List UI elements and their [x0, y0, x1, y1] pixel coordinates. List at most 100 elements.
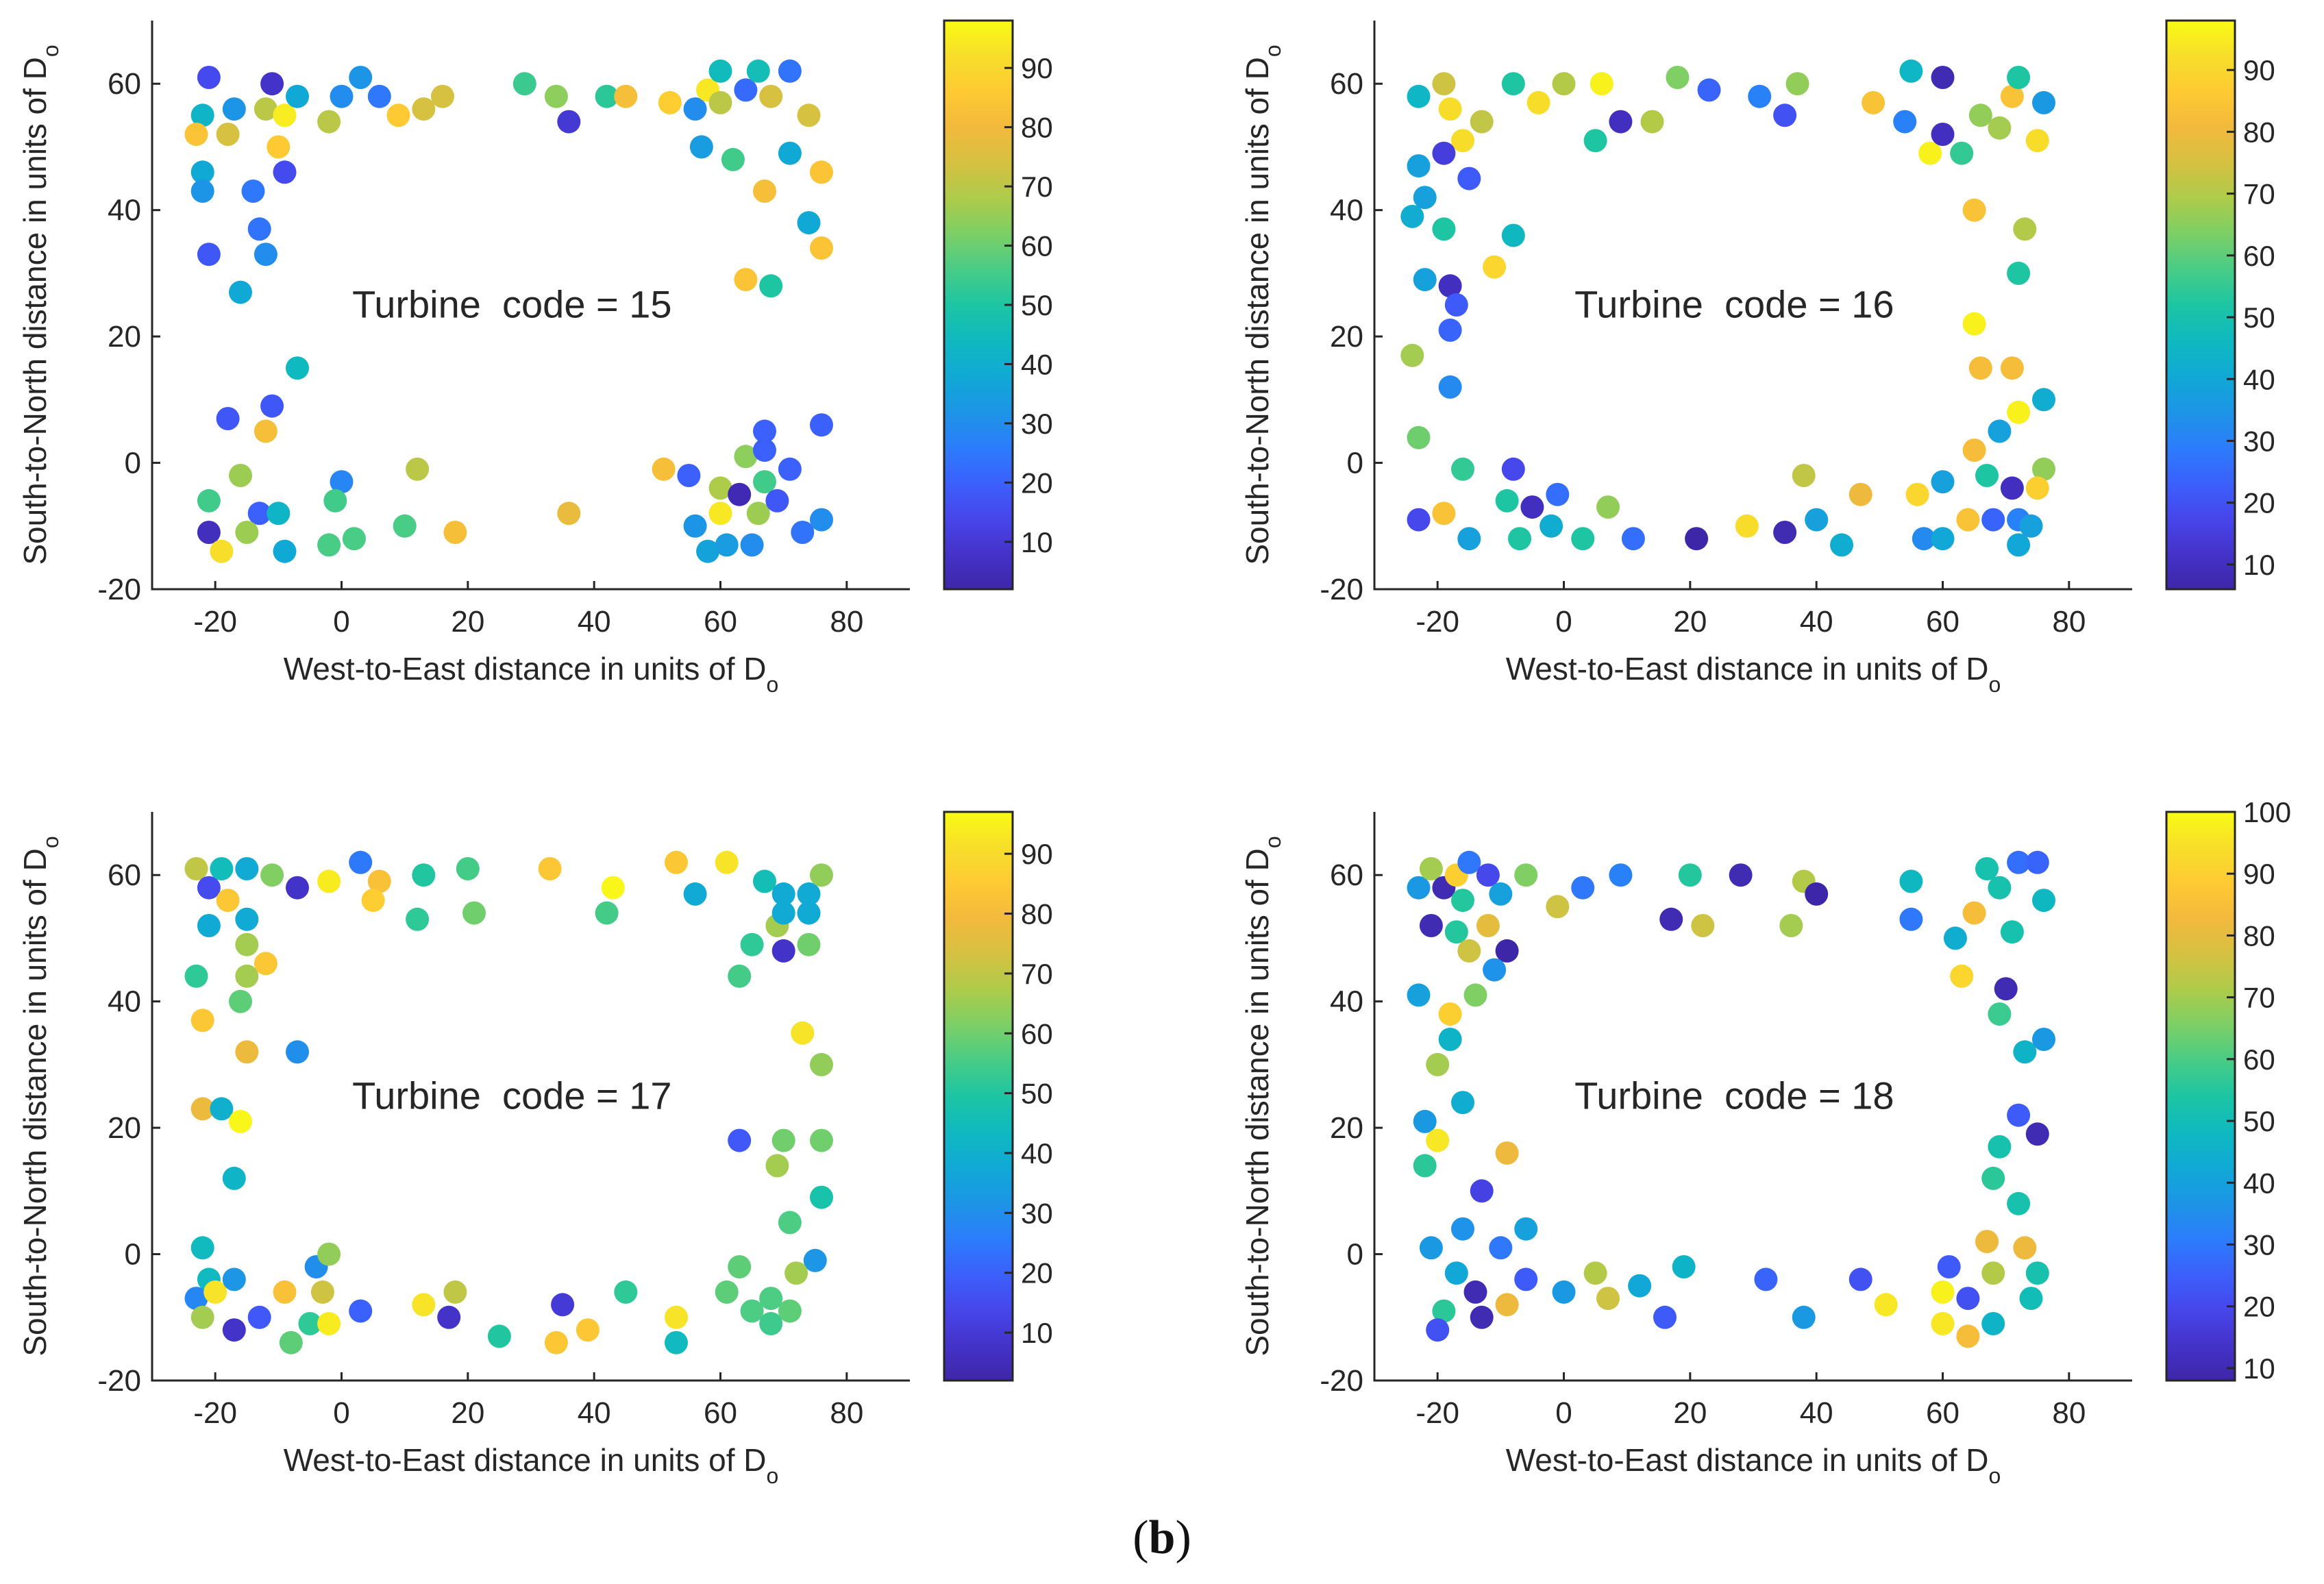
data-point: [771, 939, 795, 963]
x-axis-label: West-to-East distance in units of Do: [1506, 651, 2001, 697]
data-point: [715, 533, 739, 557]
y-tick-label: 40: [108, 194, 141, 227]
colorbar-tick-label: 40: [1021, 348, 1053, 380]
data-point: [1640, 110, 1664, 134]
data-point: [1962, 198, 1986, 222]
colorbar-tick-label: 70: [2243, 178, 2275, 210]
data-point: [689, 135, 713, 159]
data-point: [1805, 508, 1829, 532]
data-point: [1413, 186, 1437, 210]
colorbar-tick-label: 10: [1021, 1317, 1053, 1349]
data-point: [1483, 958, 1507, 982]
data-point: [443, 1280, 467, 1304]
data-point: [317, 533, 341, 557]
x-tick-label: 60: [704, 605, 737, 639]
y-axis-label: South-to-North distance in units of Do: [17, 45, 63, 565]
data-point: [2032, 1028, 2055, 1051]
data-point: [1457, 527, 1481, 551]
data-point: [1451, 129, 1474, 153]
colorbar-tick-label: 60: [2243, 240, 2275, 272]
colorbar-tick-label: 70: [1021, 171, 1053, 203]
colorbar-tick-label: 60: [1021, 230, 1053, 262]
data-point: [1918, 141, 1942, 165]
data-point: [241, 180, 265, 203]
data-point: [728, 1128, 752, 1152]
data-point: [1438, 97, 1462, 121]
colorbar-tick-label: 90: [1021, 838, 1053, 870]
x-tick-label: 40: [578, 1396, 611, 1430]
data-point: [759, 84, 783, 108]
data-point: [771, 901, 795, 925]
data-point: [2007, 1103, 2031, 1127]
data-point: [412, 1293, 436, 1317]
x-tick-label: 40: [578, 605, 611, 639]
colorbar-tick-label: 80: [2243, 919, 2275, 952]
data-point: [1659, 907, 1683, 931]
data-point: [544, 84, 568, 108]
turbine-code-annotation: Turbine code = 15: [352, 282, 671, 325]
data-point: [1489, 882, 1513, 906]
data-point: [273, 539, 297, 563]
data-point: [557, 502, 581, 525]
data-point: [279, 1331, 303, 1354]
data-point: [1407, 84, 1431, 108]
scatter-panel-1: -20 0 20 40 60 80 -20 0 20 40 60 West-to-East dista…: [17, 19, 1053, 697]
data-point: [190, 1305, 214, 1329]
data-point: [1697, 78, 1721, 102]
data-point: [190, 1097, 214, 1121]
y-tick-label: 0: [1347, 447, 1363, 480]
data-point: [286, 356, 309, 380]
data-point: [1981, 1312, 2005, 1335]
data-point: [443, 521, 467, 544]
data-point: [310, 1280, 334, 1304]
data-point: [1773, 103, 1797, 127]
data-point: [349, 66, 373, 89]
colorbar-tick-label: 10: [2243, 1352, 2275, 1385]
data-point: [386, 103, 410, 127]
data-point: [229, 280, 252, 304]
data-point: [1994, 977, 2018, 1001]
data-point: [708, 476, 732, 500]
data-point: [791, 521, 815, 544]
data-point: [2007, 850, 2031, 874]
data-points: [184, 59, 833, 563]
data-point: [1968, 356, 1992, 380]
data-point: [222, 1318, 246, 1342]
data-point: [1476, 914, 1500, 937]
data-point: [1754, 1267, 1778, 1291]
data-point: [235, 932, 259, 956]
data-point: [317, 110, 341, 134]
data-point: [1489, 1236, 1513, 1260]
data-point: [665, 1331, 688, 1354]
data-point: [512, 72, 536, 96]
data-point: [317, 1242, 341, 1266]
data-point: [1981, 508, 2005, 532]
data-point: [778, 1299, 802, 1323]
data-point: [1495, 488, 1519, 512]
x-tick-label: -20: [193, 605, 237, 639]
data-point: [1470, 110, 1494, 134]
data-point: [1931, 1312, 1955, 1335]
data-point: [740, 932, 764, 956]
x-axis-label: West-to-East distance in units of Do: [284, 651, 779, 697]
data-point: [658, 90, 682, 114]
data-point: [1451, 889, 1474, 913]
data-point: [2025, 1261, 2049, 1285]
data-point: [317, 1312, 341, 1335]
data-point: [229, 1109, 252, 1133]
data-point: [393, 514, 417, 538]
data-point: [1508, 527, 1531, 551]
data-point: [665, 850, 688, 874]
data-point: [1950, 964, 1974, 988]
colorbar-gradient: [2166, 812, 2235, 1381]
data-point: [1899, 907, 1923, 931]
data-point: [222, 1267, 246, 1291]
data-point: [286, 876, 309, 900]
data-point: [715, 850, 739, 874]
data-point: [210, 539, 234, 563]
data-point: [557, 110, 581, 134]
data-point: [683, 514, 707, 538]
y-axis-label: South-to-North distance in units of Do: [1239, 836, 1285, 1356]
data-point: [367, 869, 391, 893]
